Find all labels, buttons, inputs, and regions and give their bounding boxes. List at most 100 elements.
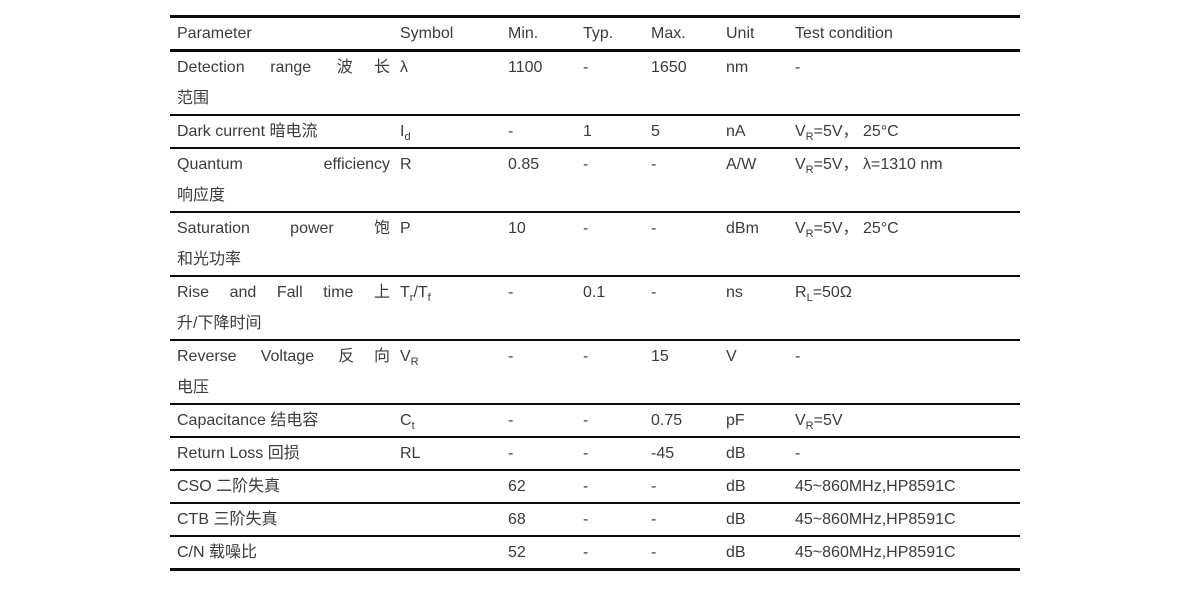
table-row-cso: CSO 二阶失真 62 - - dB 45~860MHz,HP8591C: [170, 470, 1020, 503]
param-cell: C/N 载噪比: [170, 536, 400, 570]
unit-cell: ns: [726, 284, 743, 301]
min-cell: 62: [508, 478, 526, 495]
param-line: 响应度: [177, 187, 226, 204]
header-row: Parameter Symbol Min. Typ. Max. Unit Tes…: [170, 17, 1020, 51]
param-line: Detection range 波长: [177, 59, 390, 76]
unit-cell: V: [726, 348, 737, 365]
symbol-cell: RL: [400, 445, 421, 462]
unit-cell: dBm: [726, 220, 759, 237]
param-cell: Reverse Voltage 反向 电压: [170, 340, 400, 404]
param-cell: Quantum efficiency 响应度: [170, 148, 400, 212]
max-cell: -: [651, 156, 657, 173]
symbol-cell: Id: [400, 123, 411, 144]
column-header-unit: Unit: [726, 25, 755, 42]
typ-cell: -: [583, 412, 589, 429]
spec-table: Parameter Symbol Min. Typ. Max. Unit Tes…: [170, 15, 1020, 571]
typ-cell: 1: [583, 123, 592, 140]
min-cell: -: [508, 412, 514, 429]
test-condition-cell: -: [795, 348, 801, 365]
symbol-cell: Ct: [400, 412, 415, 433]
column-header-parameter: Parameter: [177, 25, 252, 42]
max-cell: -: [651, 478, 657, 495]
param-line: CSO 二阶失真: [177, 478, 281, 495]
param-line: Dark current 暗电流: [177, 123, 318, 140]
symbol-cell: VR: [400, 348, 419, 369]
max-cell: -: [651, 544, 657, 561]
symbol-cell: R: [400, 156, 412, 173]
min-cell: -: [508, 445, 514, 462]
test-condition-cell: -: [795, 59, 801, 76]
param-line: Return Loss 回损: [177, 445, 300, 462]
unit-cell: A/W: [726, 156, 757, 173]
param-line: Reverse Voltage 反向: [177, 348, 390, 365]
param-cell: Detection range 波长 范围: [170, 51, 400, 116]
param-line: 电压: [177, 379, 210, 396]
min-cell: -: [508, 123, 514, 140]
typ-cell: -: [583, 156, 589, 173]
table-row-cn: C/N 载噪比 52 - - dB 45~860MHz,HP8591C: [170, 536, 1020, 570]
column-header-test-condition: Test condition: [795, 25, 893, 42]
table-row-capacitance: Capacitance 结电容 Ct - - 0.75 pF VR=5V: [170, 404, 1020, 437]
table-row-ctb: CTB 三阶失真 68 - - dB 45~860MHz,HP8591C: [170, 503, 1020, 536]
param-line: 范围: [177, 90, 210, 107]
symbol-cell: λ: [400, 59, 408, 76]
param-line: 和光功率: [177, 251, 242, 268]
test-condition-cell: VR=5V: [795, 412, 843, 433]
max-cell: -: [651, 284, 657, 301]
table-row-reverse-voltage: Reverse Voltage 反向 电压 VR - - 15 V -: [170, 340, 1020, 404]
symbol-cell: [400, 470, 508, 503]
symbol-cell: Tr/Tf: [400, 284, 431, 305]
unit-cell: nA: [726, 123, 746, 140]
param-line: Quantum efficiency: [177, 156, 390, 173]
max-cell: -45: [651, 445, 675, 462]
min-cell: 52: [508, 544, 526, 561]
typ-cell: -: [583, 348, 589, 365]
unit-cell: dB: [726, 544, 746, 561]
typ-cell: -: [583, 544, 589, 561]
max-cell: 1650: [651, 59, 687, 76]
min-cell: -: [508, 284, 514, 301]
typ-cell: -: [583, 445, 589, 462]
column-header-min: Min.: [508, 25, 539, 42]
min-cell: 68: [508, 511, 526, 528]
param-line: CTB 三阶失真: [177, 511, 278, 528]
table-row-saturation-power: Saturation power 饱 和光功率 P 10 - - dBm VR=…: [170, 212, 1020, 276]
table-row-return-loss: Return Loss 回损 RL - - -45 dB -: [170, 437, 1020, 470]
param-line: C/N 载噪比: [177, 544, 258, 561]
unit-cell: pF: [726, 412, 745, 429]
param-line: Saturation power 饱: [177, 220, 390, 237]
column-header-typ: Typ.: [583, 25, 614, 42]
table-row-rise-fall-time: Rise and Fall time 上 升/下降时间 Tr/Tf - 0.1 …: [170, 276, 1020, 340]
test-condition-cell: VR=5V， 25°C: [795, 220, 899, 241]
unit-cell: dB: [726, 445, 746, 462]
column-header-symbol: Symbol: [400, 25, 454, 42]
typ-cell: 0.1: [583, 284, 606, 301]
min-cell: 10: [508, 220, 526, 237]
table-row-quantum-efficiency: Quantum efficiency 响应度 R 0.85 - - A/W VR…: [170, 148, 1020, 212]
max-cell: -: [651, 511, 657, 528]
test-condition-cell: 45~860MHz,HP8591C: [795, 478, 956, 495]
param-cell: Return Loss 回损: [170, 437, 400, 470]
param-cell: CTB 三阶失真: [170, 503, 400, 536]
param-cell: Dark current 暗电流: [170, 115, 400, 148]
param-cell: Capacitance 结电容: [170, 404, 400, 437]
typ-cell: -: [583, 511, 589, 528]
table-row-dark-current: Dark current 暗电流 Id - 1 5 nA VR=5V， 25°C: [170, 115, 1020, 148]
unit-cell: dB: [726, 478, 746, 495]
min-cell: 1100: [508, 59, 543, 76]
test-condition-cell: -: [795, 445, 801, 462]
unit-cell: nm: [726, 59, 749, 76]
test-condition-cell: 45~860MHz,HP8591C: [795, 511, 956, 528]
test-condition-cell: 45~860MHz,HP8591C: [795, 544, 956, 561]
param-line: Rise and Fall time 上: [177, 284, 390, 301]
typ-cell: -: [583, 220, 589, 237]
symbol-cell: [400, 503, 508, 536]
max-cell: 0.75: [651, 412, 683, 429]
symbol-cell: P: [400, 220, 411, 237]
max-cell: 15: [651, 348, 669, 365]
typ-cell: -: [583, 59, 589, 76]
param-cell: Rise and Fall time 上 升/下降时间: [170, 276, 400, 340]
param-cell: Saturation power 饱 和光功率: [170, 212, 400, 276]
min-cell: 0.85: [508, 156, 540, 173]
